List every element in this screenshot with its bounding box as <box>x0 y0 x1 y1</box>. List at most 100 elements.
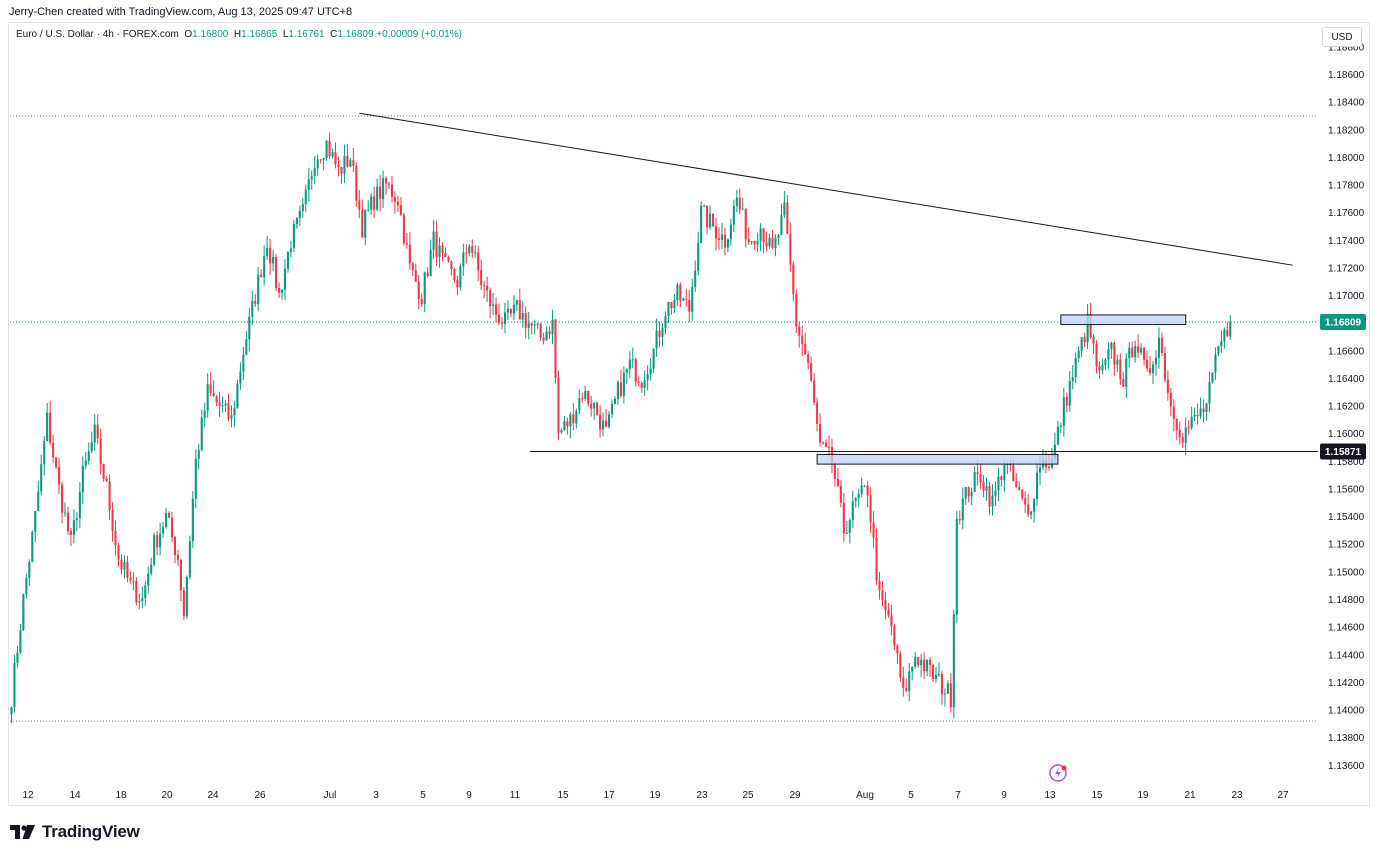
candle-body <box>343 155 346 174</box>
price-label-bg <box>1320 443 1366 460</box>
candle-body <box>364 210 367 238</box>
candle <box>340 166 343 184</box>
time-tick-label: 5 <box>908 790 914 801</box>
candle <box>162 522 165 538</box>
candle <box>1181 432 1184 448</box>
candle-body <box>1196 414 1199 417</box>
candle <box>931 663 935 682</box>
candle <box>396 195 399 213</box>
candle-body <box>465 252 468 254</box>
candle <box>254 293 257 307</box>
candle <box>979 464 982 489</box>
candle-body <box>1068 381 1071 406</box>
candle-body <box>560 430 563 433</box>
candle-body <box>515 300 518 305</box>
candle <box>159 522 162 556</box>
candle-body <box>1184 427 1187 443</box>
time-tick-label: 13 <box>1044 790 1056 801</box>
candle <box>405 232 408 249</box>
candle <box>266 235 269 261</box>
candle <box>857 488 860 508</box>
currency-selector[interactable]: USD <box>1322 27 1362 47</box>
candle-body <box>890 615 893 627</box>
candle <box>911 666 914 681</box>
candle <box>783 191 786 219</box>
candle-body <box>468 246 471 253</box>
candle <box>206 373 209 418</box>
candle <box>251 290 254 326</box>
candle-body <box>182 590 185 617</box>
candle <box>25 573 28 599</box>
candle-body <box>239 371 242 384</box>
candle-body <box>1047 466 1051 468</box>
candle <box>453 267 456 283</box>
level-price-label: 1.15871 <box>1320 443 1366 460</box>
candle-body <box>215 396 218 403</box>
candle <box>298 205 301 226</box>
candle <box>804 333 807 356</box>
candle <box>489 287 492 319</box>
candle <box>474 245 477 258</box>
candle <box>1036 462 1039 506</box>
candle-body <box>619 382 622 396</box>
candle <box>822 441 825 445</box>
candle <box>1202 399 1205 423</box>
candle <box>1068 371 1071 412</box>
candle <box>1027 494 1030 518</box>
candle-body <box>569 414 572 427</box>
time-tick-label: 19 <box>649 790 661 801</box>
candle-body <box>376 186 379 210</box>
candle-body <box>289 248 292 253</box>
candle <box>1113 341 1116 376</box>
descending-trendline[interactable] <box>359 112 1293 266</box>
candle <box>168 511 171 519</box>
candle-body <box>881 590 884 600</box>
candle <box>506 300 509 321</box>
last-price-label: 1.16809 <box>1320 313 1366 330</box>
resistance-zone-box[interactable] <box>1060 314 1187 326</box>
lightning-icon[interactable] <box>1049 764 1067 782</box>
candle-body <box>111 509 114 532</box>
candle-body <box>304 189 307 205</box>
candle <box>382 170 385 208</box>
price-tick-label: 1.18400 <box>1328 98 1365 109</box>
candle <box>1116 354 1119 372</box>
candle-body <box>492 304 495 307</box>
candle-body <box>69 531 72 535</box>
candle <box>191 491 194 549</box>
candle-body <box>661 327 664 337</box>
candle <box>429 239 432 277</box>
candle <box>120 553 123 575</box>
candle-body <box>1217 346 1220 355</box>
candle-body <box>361 209 364 238</box>
candle <box>863 484 866 488</box>
time-tick-label: 17 <box>603 790 615 801</box>
candle <box>720 222 724 249</box>
price-axis: 1.18800 1.18600 1.18400 1.18200 1.18000 1.178… <box>1328 42 1365 771</box>
candle <box>726 238 729 253</box>
candle-body <box>1000 476 1003 480</box>
candle <box>176 550 179 566</box>
candle-body <box>200 417 203 450</box>
candle <box>236 379 239 409</box>
support-zone-box[interactable] <box>816 453 1059 465</box>
candle-body <box>759 228 762 241</box>
candle-body <box>43 441 46 465</box>
candle <box>566 417 569 435</box>
candle <box>581 392 584 403</box>
candle <box>1003 460 1006 492</box>
candle <box>973 466 976 493</box>
candle-body <box>604 420 608 427</box>
candle-body <box>955 518 958 615</box>
candle <box>955 511 958 624</box>
candle <box>596 401 599 416</box>
legend-symbol: Euro / U.S. Dollar · 4h · FOREX.com <box>16 29 179 40</box>
candle <box>1104 358 1107 371</box>
candle-body <box>920 659 923 666</box>
tradingview-logo[interactable]: TradingView <box>10 822 140 842</box>
candle-body <box>283 268 287 290</box>
candle-body <box>483 285 486 287</box>
candle <box>156 531 159 556</box>
candle-body <box>712 213 715 227</box>
